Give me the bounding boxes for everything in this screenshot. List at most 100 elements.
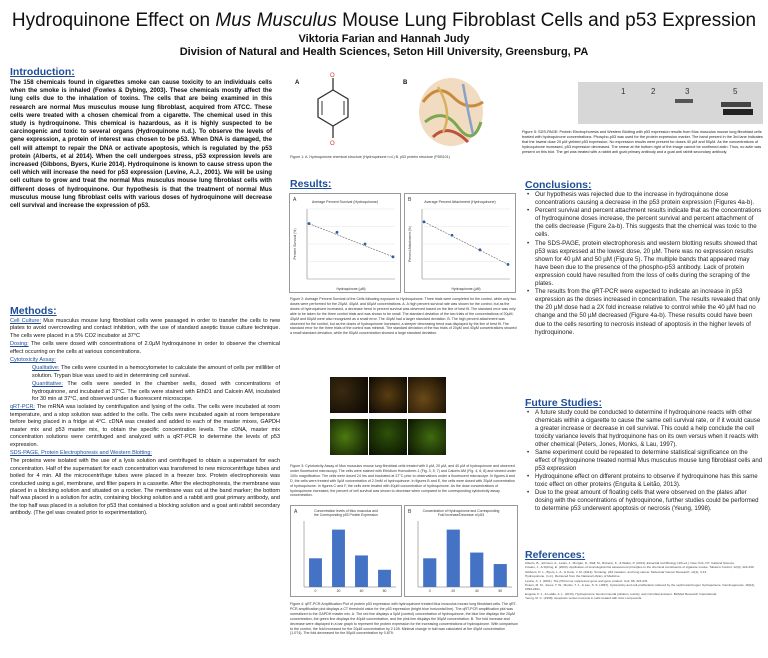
x-tick-label: 20 bbox=[337, 589, 341, 593]
hydroquinone-structure: O O bbox=[317, 73, 349, 147]
title-italic-part: Mus Musculus bbox=[215, 10, 337, 31]
qrt-pcr-text: The mRNA was isolated by centrifugation … bbox=[10, 404, 280, 448]
cell-culture-text: Mus musculus mouse lung fibroblast cells… bbox=[10, 318, 280, 339]
lane-label: 3 bbox=[685, 87, 690, 96]
data-point bbox=[363, 242, 367, 246]
blot-band bbox=[721, 102, 751, 107]
bar bbox=[309, 558, 322, 587]
dosing-text: The cells were dosed with concentrations… bbox=[10, 341, 280, 355]
affiliation: Division of Natural and Health Sciences,… bbox=[179, 46, 589, 58]
chart-frame bbox=[404, 193, 516, 293]
x-axis-label: Hydroquinone (µM) bbox=[451, 287, 480, 291]
data-point bbox=[307, 222, 311, 225]
chart-frame bbox=[289, 193, 401, 293]
figure-2-caption: Figure 2: Average Percent Survival of th… bbox=[290, 297, 517, 336]
x-axis-label: Hydroquinone (µM) bbox=[336, 287, 365, 291]
lane-label: 2 bbox=[651, 87, 656, 96]
conclusions-heading: Conclusions: bbox=[525, 179, 592, 191]
fold-change-chart: B Concentration of Hydroquinone and Corre… bbox=[404, 505, 518, 597]
trend-line bbox=[308, 223, 394, 258]
figure-5-caption: Figure 5: SDS-PAGE: Protein Electrophore… bbox=[522, 130, 763, 154]
bar bbox=[355, 555, 368, 587]
quantitative-text: The cells were seeded in the chamber wel… bbox=[32, 381, 280, 403]
figure-3-caption: Figure 3: Cytotoxicity Assay of Mus musc… bbox=[290, 464, 516, 498]
reference-item: Alberts, B., Johnson, A., Lewis, J., Mor… bbox=[525, 561, 735, 565]
cytotoxicity-label: Cytotoxicity Assay: bbox=[10, 357, 56, 364]
fig1-label-b: B bbox=[403, 80, 408, 86]
bar bbox=[423, 558, 437, 587]
chart-title: Concentration levels of Mus musculus and bbox=[314, 509, 378, 513]
list-item: A future study could be conducted to det… bbox=[535, 409, 763, 449]
list-item: Due to the great amount of floating cell… bbox=[535, 489, 763, 513]
data-point bbox=[506, 263, 510, 266]
attachment-chart: B Average Percent Attachment (Hydroquinon… bbox=[404, 193, 516, 293]
x-tick-label: 40 bbox=[360, 589, 364, 593]
bar bbox=[470, 552, 484, 587]
reference-item: Peters, M. M., Jones, T. W., Monks, T. J… bbox=[525, 583, 756, 592]
western-blot-image: 1 2 3 5 bbox=[523, 82, 763, 124]
bar bbox=[332, 529, 345, 587]
blot-band bbox=[723, 109, 753, 115]
reference-item: Hydroquinone. (n.d.). Retrieved from the… bbox=[525, 574, 621, 579]
panel-label: B bbox=[408, 509, 412, 515]
title-part: Hydroquinone Effect on bbox=[11, 10, 216, 31]
micro-image bbox=[408, 419, 446, 455]
poster-title: Hydroquinone Effect on Mus Musculus Mous… bbox=[0, 10, 768, 32]
methods-body: Cell Culture: Mus musculus mouse lung fi… bbox=[10, 318, 280, 519]
lane-label: 1 bbox=[621, 87, 626, 96]
y-axis-label: Percent Survival (%) bbox=[293, 229, 297, 260]
chart-title: Concentration of Hydroquinone and Corres… bbox=[423, 509, 500, 513]
micro-image bbox=[408, 377, 446, 413]
future-studies-heading: Future Studies: bbox=[525, 397, 603, 409]
future-studies-list: A future study could be conducted to det… bbox=[525, 409, 763, 513]
panel-label: B bbox=[408, 197, 412, 203]
title-part: Mouse Lung Fibroblast Cells and p53 Expr… bbox=[336, 10, 757, 31]
bar bbox=[446, 529, 460, 587]
figure-1: A O O B bbox=[293, 68, 493, 158]
micro-image bbox=[369, 419, 407, 455]
qrt-pcr-label: qRT-PCR: bbox=[10, 404, 35, 411]
micro-image bbox=[330, 419, 368, 455]
x-tick-label: 40 bbox=[475, 589, 479, 593]
reference-item: Enguita, F. J., & Leitão, A. L. (2013). … bbox=[525, 591, 718, 596]
bar bbox=[493, 564, 507, 587]
bar bbox=[378, 569, 391, 587]
micro-image bbox=[369, 377, 407, 413]
authors: Viktoria Farian and Hannah Judy bbox=[298, 33, 470, 45]
data-point bbox=[422, 220, 426, 224]
reference-item: Yeung, M. C. (1998). Apoptosis versus ne… bbox=[525, 596, 643, 601]
survival-chart: A Average Percent Survival (Hydroquinone)… bbox=[289, 193, 401, 293]
list-item: Same experiment could be repeated to det… bbox=[535, 449, 763, 473]
chart-title: Average Percent Survival (Hydroquinone) bbox=[312, 200, 378, 204]
figure-4-caption: Figure 4: qRT-PCR Amplification Plot of … bbox=[290, 602, 518, 636]
intro-text: The 158 chemicals found in cigarettes sm… bbox=[10, 79, 272, 210]
intro-heading: Introduction: bbox=[10, 66, 75, 78]
list-item: Hydroquinone effect on different protein… bbox=[535, 473, 763, 489]
data-point bbox=[450, 233, 454, 237]
x-tick-label: 50 bbox=[498, 589, 502, 593]
list-item: Our hypothesis was rejected due to the i… bbox=[535, 191, 763, 207]
reference-item: Fowles, J., & Dybing, E. (2003). Applica… bbox=[525, 565, 755, 570]
panel-label: A bbox=[294, 509, 298, 515]
reference-item: Gibbons, D. L., Byers, L. A., & Kurie, J… bbox=[525, 569, 708, 574]
trend-line bbox=[423, 221, 509, 265]
results-heading: Results: bbox=[290, 178, 332, 190]
reference-item: Levine, A. J. (2001). The p53 tumor supp… bbox=[525, 578, 649, 583]
x-tick-label: 50 bbox=[383, 589, 387, 593]
list-item: Percent survival and percent attachment … bbox=[535, 207, 763, 239]
chart-title: the Corresponding p53 Protein Expression bbox=[314, 513, 378, 517]
x-tick-label: 0 bbox=[429, 589, 431, 593]
blot-svg: 1 2 3 5 bbox=[578, 82, 763, 124]
sds-page-label: SDS-PAGE, Protein Electrophoresis and We… bbox=[10, 449, 152, 456]
cell-culture-label: Cell Culture: bbox=[10, 318, 41, 324]
x-tick-label: 20 bbox=[451, 589, 455, 593]
qualitative-text: The cells were counted in a hemocytomete… bbox=[32, 365, 280, 379]
data-point bbox=[335, 230, 339, 234]
figure-1-caption: Figure 1: A. Hydroquinone chemical struc… bbox=[290, 155, 450, 159]
list-item: The results from the qRT-PCR were expect… bbox=[535, 288, 763, 337]
methods-heading: Methods: bbox=[10, 305, 57, 317]
svg-text:O: O bbox=[330, 73, 335, 79]
chart-title: Fold Increase/Decrease of p53 bbox=[438, 513, 484, 517]
list-item: The SDS-PAGE, protein electrophoresis an… bbox=[535, 240, 763, 289]
data-point bbox=[478, 248, 482, 252]
